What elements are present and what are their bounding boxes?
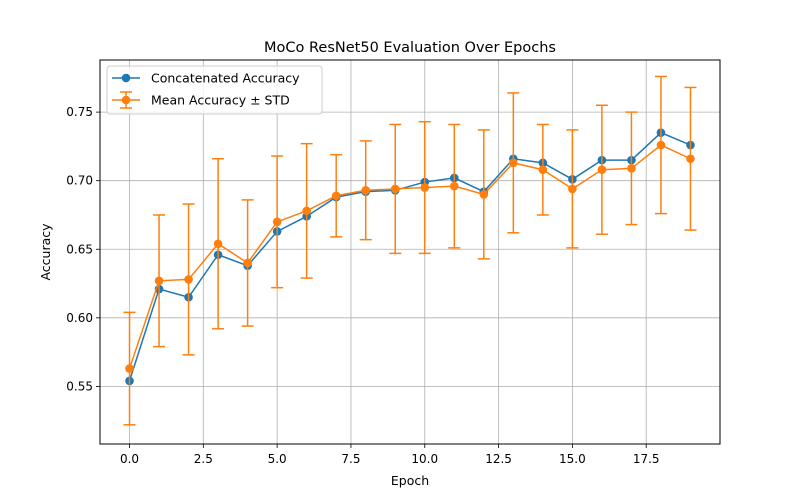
x-tick-label: 10.0 — [411, 452, 438, 466]
x-tick-label: 0.0 — [120, 452, 139, 466]
y-tick-label: 0.65 — [66, 242, 93, 256]
data-point — [361, 185, 371, 195]
legend-marker — [121, 95, 131, 105]
data-point — [184, 275, 193, 284]
series-mean-accuracy — [123, 75, 697, 426]
series-layer — [123, 75, 697, 426]
x-tick-label: 17.5 — [633, 452, 660, 466]
data-point — [538, 165, 548, 175]
data-point — [213, 239, 223, 249]
data-point — [331, 191, 341, 201]
x-axis-ticks: 0.0 2.5 5.0 7.5 10.0 12.5 15.0 17.5 — [120, 444, 660, 466]
data-point — [597, 165, 607, 175]
x-tick-label: 12.5 — [485, 452, 512, 466]
data-point — [243, 258, 252, 268]
data-point — [509, 158, 518, 168]
y-tick-label: 0.70 — [66, 174, 93, 188]
data-point — [154, 276, 164, 286]
y-axis-label: Accuracy — [38, 223, 53, 281]
series-line — [128, 131, 691, 382]
x-tick-label: 15.0 — [559, 452, 586, 466]
data-point — [656, 140, 666, 150]
plot-frame — [99, 59, 721, 445]
data-point — [627, 164, 636, 173]
x-tick-label: 7.5 — [341, 452, 360, 466]
legend: Concatenated Accuracy Mean Accuracy ± STD — [106, 65, 323, 115]
data-point — [449, 181, 459, 191]
y-tick-label: 0.75 — [66, 105, 93, 119]
data-point — [568, 184, 577, 194]
x-tick-label: 5.0 — [268, 452, 287, 466]
data-point — [272, 217, 282, 227]
x-axis-label: Epoch — [391, 473, 429, 488]
data-point — [420, 183, 430, 192]
legend-entry: Concatenated Accuracy — [112, 71, 300, 86]
legend-marker — [121, 73, 131, 83]
data-point — [125, 364, 134, 373]
data-point — [302, 206, 311, 216]
legend-label: Concatenated Accuracy — [151, 71, 300, 86]
x-tick-label: 2.5 — [194, 452, 213, 466]
data-point — [479, 190, 489, 199]
legend-label: Mean Accuracy ± STD — [151, 93, 290, 108]
data-point — [686, 154, 695, 164]
data-point — [390, 184, 400, 194]
y-tick-label: 0.55 — [66, 379, 93, 393]
y-axis-ticks: 0.55 0.60 0.65 0.70 0.75 — [66, 105, 100, 393]
legend-box — [106, 65, 323, 115]
series-line — [128, 144, 691, 369]
legend-entry: Mean Accuracy ± STD — [112, 91, 290, 109]
chart-title: MoCo ResNet50 Evaluation Over Epochs — [264, 40, 556, 56]
y-tick-label: 0.60 — [66, 311, 93, 325]
